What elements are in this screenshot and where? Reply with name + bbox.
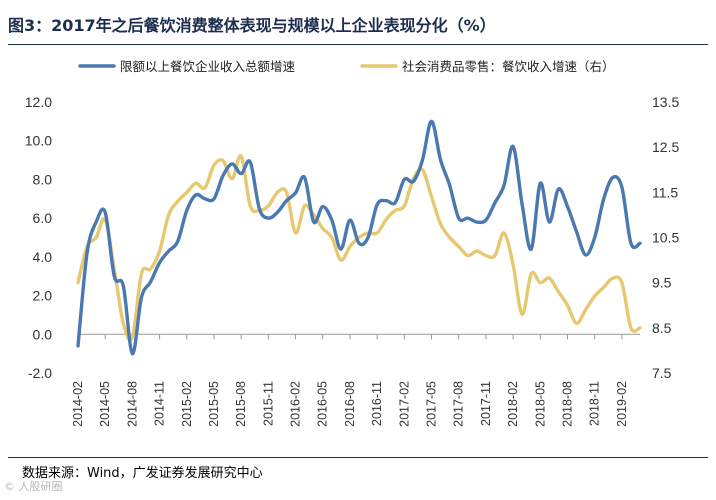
y-right-tick-label: 13.5: [652, 94, 679, 110]
x-tick-label: 2015-08: [234, 381, 248, 427]
x-tick-label: 2016-05: [316, 381, 330, 427]
y-right-tick-label: 7.5: [652, 365, 672, 381]
x-tick-label: 2015-05: [207, 381, 221, 427]
x-tick-label: 2019-02: [615, 381, 629, 427]
y-left-tick-label: 12.0: [25, 94, 52, 110]
x-tick-label: 2017-11: [479, 381, 493, 426]
x-tick-label: 2016-02: [289, 381, 303, 427]
y-left-tick-label: -2.0: [28, 365, 52, 381]
series-line-restaurant-enterprises: [76, 119, 642, 356]
x-tick-label: 2014-08: [125, 381, 139, 427]
x-tick-label: 2017-05: [425, 381, 439, 427]
x-tick-label: 2016-11: [370, 381, 384, 426]
y-right-tick-label: 12.5: [652, 139, 679, 155]
x-tick-label: 2014-11: [153, 381, 167, 426]
y-right-tick-label: 9.5: [652, 275, 672, 291]
x-tick-label: 2016-08: [343, 381, 357, 427]
axes: -2.0 0.0 2.0 4.0 6.0 8.0 10.0 12.0 7.5 8.5 9.5 10.5…: [25, 94, 680, 427]
series-line-catering-retail: [76, 154, 642, 342]
x-tick-label: 2018-02: [506, 381, 520, 427]
x-tick-label: 2018-11: [588, 381, 602, 426]
line-chart: 限额以上餐饮企业收入总额增速 社会消费品零售：餐饮收入增速（右） -2.0 0.0 2…: [25, 59, 680, 427]
data-source: 数据来源：Wind，广发证券发展研究中心: [22, 466, 263, 481]
x-tick-label: 2018-08: [560, 381, 574, 427]
legend-label: 社会消费品零售：餐饮收入增速（右）: [402, 59, 615, 74]
chart-title: 图3：2017年之后餐饮消费整体表现与规模以上企业表现分化（%）: [8, 16, 496, 35]
title-divider: [8, 44, 708, 45]
x-tick-label: 2017-08: [452, 381, 466, 427]
watermark-text: © 人股研圈: [4, 480, 63, 493]
legend: 限额以上餐饮企业收入总额增速 社会消费品零售：餐饮收入增速（右）: [78, 59, 615, 74]
x-tick-label: 2014-02: [71, 381, 85, 427]
x-tick-label: 2018-05: [533, 381, 547, 427]
x-tick-label: 2014-05: [98, 381, 112, 427]
series-group: [76, 119, 642, 356]
x-tick-label: 2015-11: [261, 381, 275, 426]
x-tick-label: 2017-02: [397, 381, 411, 427]
y-left-tick-label: 6.0: [33, 210, 53, 226]
y-left-tick-label: 0.0: [33, 326, 53, 342]
y-left-tick-label: 2.0: [33, 288, 53, 304]
y-right-tick-label: 11.5: [652, 184, 678, 200]
x-tick-label: 2015-02: [180, 381, 194, 427]
legend-label: 限额以上餐饮企业收入总额增速: [120, 59, 296, 74]
y-left-tick-label: 8.0: [33, 171, 53, 187]
y-left-tick-label: 10.0: [25, 133, 52, 149]
y-right-tick-label: 8.5: [652, 320, 672, 336]
y-right-tick-label: 10.5: [652, 230, 679, 246]
footer-divider: [8, 457, 708, 458]
y-left-tick-label: 4.0: [33, 249, 53, 265]
